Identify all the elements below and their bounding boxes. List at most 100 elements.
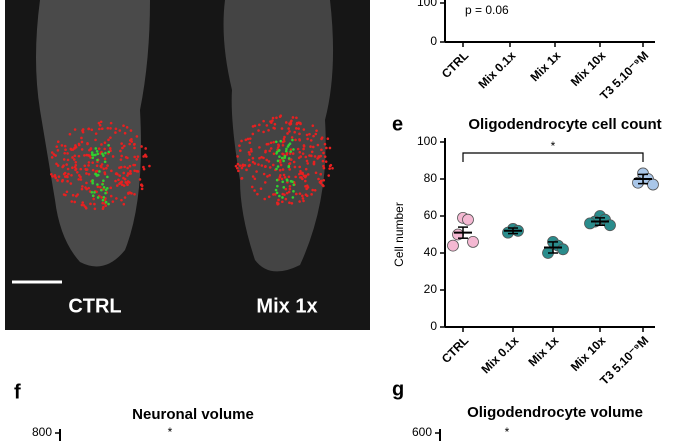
- cell-marker: [102, 187, 105, 191]
- cell-marker: [107, 138, 110, 142]
- cell-marker: [114, 127, 118, 131]
- cell-marker: [100, 143, 103, 146]
- cell-marker: [94, 172, 97, 176]
- cell-marker: [85, 153, 89, 157]
- cell-marker: [123, 144, 126, 148]
- cell-marker: [264, 165, 267, 169]
- cell-markers: [50, 114, 334, 211]
- cell-marker: [286, 145, 290, 148]
- y-tick-label: 600: [412, 425, 432, 439]
- cell-marker: [83, 164, 87, 168]
- x-tick-label: Mix 10x: [568, 333, 609, 374]
- cell-marker: [277, 148, 281, 152]
- cell-marker: [294, 138, 297, 142]
- cell-marker: [77, 154, 81, 158]
- cell-marker: [52, 153, 56, 156]
- cell-marker: [120, 183, 124, 187]
- cell-marker: [288, 130, 291, 133]
- data-point: [502, 226, 514, 239]
- cell-marker: [253, 162, 257, 165]
- cell-marker: [109, 194, 113, 198]
- cell-marker: [64, 148, 67, 152]
- cell-marker: [253, 177, 257, 181]
- cell-marker: [238, 144, 241, 147]
- cell-marker: [308, 154, 311, 157]
- cell-marker: [272, 152, 276, 156]
- cell-marker: [241, 163, 245, 167]
- cell-marker: [102, 196, 106, 199]
- y-tick-label: 80: [424, 171, 438, 185]
- cell-marker: [50, 156, 54, 159]
- cell-marker: [272, 126, 275, 130]
- cell-marker: [84, 206, 88, 210]
- cell-marker: [240, 177, 243, 180]
- cell-marker: [310, 150, 314, 154]
- cell-marker: [275, 191, 279, 195]
- cell-marker: [262, 172, 266, 176]
- cell-marker: [290, 136, 294, 139]
- cell-marker: [110, 169, 113, 173]
- cell-marker: [72, 158, 76, 161]
- cell-marker: [320, 148, 323, 152]
- cell-marker: [74, 144, 77, 147]
- cell-marker: [54, 176, 58, 180]
- cell-marker: [279, 114, 283, 117]
- cell-marker: [298, 165, 301, 169]
- cell-marker: [234, 164, 238, 168]
- cell-marker: [238, 149, 242, 152]
- cell-marker: [236, 166, 239, 170]
- cell-marker: [296, 147, 300, 151]
- cell-marker: [278, 155, 281, 158]
- cell-marker: [276, 165, 280, 168]
- cell-marker: [128, 164, 132, 168]
- cell-marker: [285, 191, 289, 195]
- cell-marker: [309, 145, 312, 148]
- cell-marker: [279, 139, 283, 143]
- cell-marker: [302, 199, 305, 203]
- cell-marker: [324, 160, 328, 163]
- cell-marker: [56, 140, 60, 144]
- cell-marker: [292, 183, 296, 187]
- cell-marker: [119, 158, 123, 161]
- cell-marker: [280, 127, 284, 130]
- cell-marker: [298, 200, 301, 203]
- cell-marker: [120, 142, 123, 145]
- cell-marker: [282, 186, 286, 189]
- cell-marker: [302, 147, 305, 151]
- cell-marker: [237, 169, 240, 173]
- cell-marker: [104, 151, 107, 155]
- x-tick-label: Mix 1x: [526, 333, 562, 369]
- cell-marker: [319, 154, 323, 158]
- cell-marker: [75, 170, 79, 174]
- y-tick-label: 20: [424, 282, 438, 296]
- cell-marker: [73, 200, 77, 204]
- cell-marker: [273, 193, 277, 196]
- cell-marker: [287, 127, 291, 130]
- cell-marker: [69, 147, 73, 151]
- cell-marker: [65, 190, 69, 194]
- cell-marker: [262, 130, 265, 134]
- cell-marker: [107, 144, 110, 147]
- cell-marker: [129, 169, 132, 173]
- cell-marker: [80, 203, 84, 207]
- y-tick-label: 40: [424, 245, 438, 259]
- x-tick-label: Mix 1x: [528, 48, 564, 84]
- cell-marker: [125, 126, 129, 129]
- cell-marker: [267, 160, 271, 163]
- cell-marker: [55, 162, 58, 166]
- cell-marker: [287, 157, 291, 160]
- cell-marker: [322, 164, 325, 168]
- cell-marker: [56, 149, 60, 152]
- cell-marker: [50, 151, 54, 154]
- cell-marker: [328, 167, 331, 170]
- cell-marker: [122, 202, 126, 206]
- cell-marker: [322, 178, 326, 182]
- cell-marker: [89, 147, 93, 150]
- cell-marker: [260, 164, 264, 167]
- chart-title: Oligodendrocyte volume: [467, 404, 643, 421]
- cell-marker: [280, 156, 284, 160]
- cell-marker: [71, 193, 75, 197]
- cell-marker: [94, 170, 98, 173]
- cell-marker: [115, 172, 118, 175]
- cell-marker: [298, 150, 302, 154]
